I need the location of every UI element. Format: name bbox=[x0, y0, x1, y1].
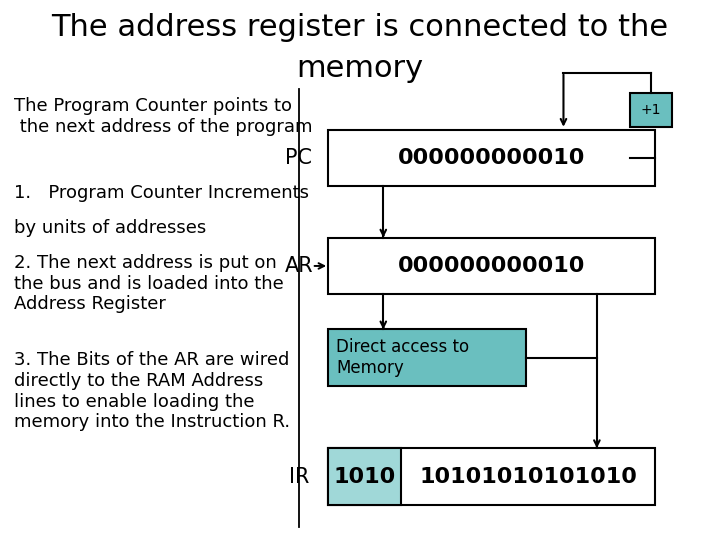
FancyBboxPatch shape bbox=[328, 238, 655, 294]
Text: 3. The Bits of the AR are wired
directly to the RAM Address
lines to enable load: 3. The Bits of the AR are wired directly… bbox=[14, 351, 291, 431]
Text: by units of addresses: by units of addresses bbox=[14, 219, 207, 237]
Text: PC: PC bbox=[285, 148, 312, 168]
Text: 2. The next address is put on
the bus and is loaded into the
Address Register: 2. The next address is put on the bus an… bbox=[14, 254, 284, 313]
Text: 10101010101010: 10101010101010 bbox=[419, 467, 637, 487]
FancyBboxPatch shape bbox=[630, 93, 672, 127]
FancyBboxPatch shape bbox=[328, 329, 526, 386]
Text: 000000000010: 000000000010 bbox=[397, 256, 585, 276]
Text: The address register is connected to the: The address register is connected to the bbox=[51, 14, 669, 43]
Text: 000000000010: 000000000010 bbox=[397, 148, 585, 168]
Text: +1: +1 bbox=[641, 103, 661, 117]
Text: 1010: 1010 bbox=[333, 467, 395, 487]
Text: 1.   Program Counter Increments: 1. Program Counter Increments bbox=[14, 184, 310, 201]
Text: Direct access to
Memory: Direct access to Memory bbox=[336, 339, 469, 377]
Text: AR: AR bbox=[284, 256, 313, 276]
FancyBboxPatch shape bbox=[328, 130, 655, 186]
Text: IR: IR bbox=[289, 467, 309, 487]
FancyBboxPatch shape bbox=[328, 448, 401, 505]
FancyBboxPatch shape bbox=[328, 448, 655, 505]
Text: The Program Counter points to
 the next address of the program: The Program Counter points to the next a… bbox=[14, 97, 313, 136]
Text: memory: memory bbox=[297, 54, 423, 83]
